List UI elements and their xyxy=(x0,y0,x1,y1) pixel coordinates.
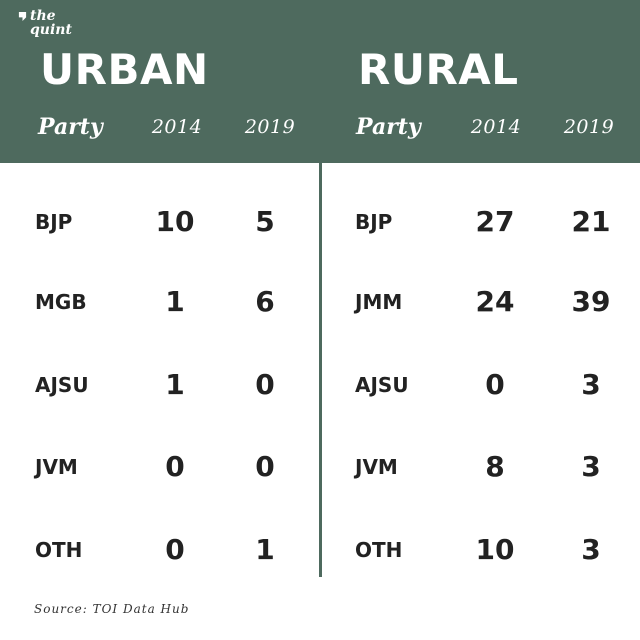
rural-oth-2019-value: 3 xyxy=(581,533,601,566)
urban-mgb-2014-value: 1 xyxy=(165,285,185,318)
urban-party-oth: OTH xyxy=(35,538,83,562)
urban-mgb-2019-value: 6 xyxy=(255,285,275,318)
rural-title: RURAL xyxy=(358,45,519,94)
urban-party-jvm: JVM xyxy=(35,455,78,479)
urban-party-mgb: MGB xyxy=(35,290,87,314)
urban-party-bjp: BJP xyxy=(35,210,73,234)
quote-mark-icon xyxy=(18,12,27,21)
rural-party-jmm: JMM xyxy=(355,290,403,314)
urban-jvm-2014-value: 0 xyxy=(165,450,185,483)
header-band: the quint URBAN RURAL Party 2014 2019 Pa… xyxy=(0,0,640,163)
urban-bjp-2014-value: 10 xyxy=(155,205,195,238)
urban-ajsu-2014-value: 1 xyxy=(165,368,185,401)
urban-jvm-2019-value: 0 xyxy=(255,450,275,483)
rural-bjp-2014-value: 27 xyxy=(475,205,515,238)
urban-ajsu-2019-value: 0 xyxy=(255,368,275,401)
rural-jmm-2019-value: 39 xyxy=(571,285,611,318)
rural-header-2014: 2014 xyxy=(470,116,522,138)
rural-party-bjp: BJP xyxy=(355,210,393,234)
urban-header-party: Party xyxy=(38,114,103,140)
source-note: Source: TOI Data Hub xyxy=(34,602,190,616)
urban-bjp-2019-value: 5 xyxy=(255,205,275,238)
rural-oth-2014-value: 10 xyxy=(475,533,515,566)
rural-party-jvm: JVM xyxy=(355,455,398,479)
rural-party-ajsu: AJSU xyxy=(355,373,409,397)
urban-header-2019: 2019 xyxy=(244,116,296,138)
urban-oth-2019-value: 1 xyxy=(255,533,275,566)
urban-oth-2014-value: 0 xyxy=(165,533,185,566)
rural-jmm-2014-value: 24 xyxy=(475,285,515,318)
rural-ajsu-2014-value: 0 xyxy=(485,368,505,401)
column-divider xyxy=(319,163,322,577)
brand-word-the: the xyxy=(30,8,56,24)
rural-ajsu-2019-value: 3 xyxy=(581,368,601,401)
urban-title: URBAN xyxy=(40,45,209,94)
rural-header-party: Party xyxy=(356,114,421,140)
rural-bjp-2019-value: 21 xyxy=(571,205,611,238)
urban-header-2014: 2014 xyxy=(151,116,203,138)
rural-jvm-2019-value: 3 xyxy=(581,450,601,483)
urban-party-ajsu: AJSU xyxy=(35,373,89,397)
brand-word-quint: quint xyxy=(30,22,72,38)
rural-jvm-2014-value: 8 xyxy=(485,450,505,483)
rural-party-oth: OTH xyxy=(355,538,403,562)
rural-header-2019: 2019 xyxy=(563,116,615,138)
